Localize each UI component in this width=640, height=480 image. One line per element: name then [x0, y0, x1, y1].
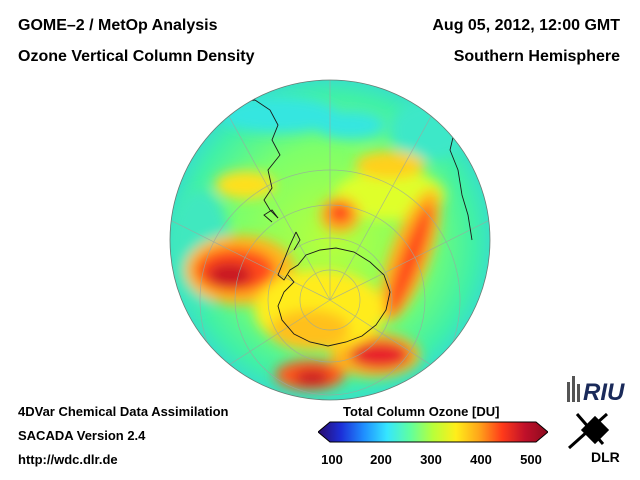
- colorbar-tick-100: 100: [321, 452, 343, 467]
- riu-logo: RIU: [567, 376, 625, 406]
- riu-logo-text: RIU: [583, 379, 625, 406]
- dlr-logo: DLR: [567, 412, 620, 465]
- footer-method: 4DVar Chemical Data Assimilation: [18, 404, 229, 419]
- colorbar-tick-500: 500: [520, 452, 542, 467]
- footer-version: SACADA Version 2.4: [18, 428, 146, 443]
- ozone-globe-map: [169, 79, 491, 401]
- title-line-1: GOME–2 / MetOp Analysis: [18, 17, 218, 34]
- title-line-2: Ozone Vertical Column Density: [18, 48, 255, 65]
- colorbar-tick-400: 400: [470, 452, 492, 467]
- hemisphere-label: Southern Hemisphere: [453, 48, 620, 65]
- dlr-logo-text: DLR: [591, 449, 620, 465]
- colorbar-tick-300: 300: [420, 452, 442, 467]
- colorbar-tick-200: 200: [370, 452, 392, 467]
- footer-url: http://wdc.dlr.de: [18, 452, 118, 467]
- datetime-label: Aug 05, 2012, 12:00 GMT: [432, 17, 620, 34]
- colorbar: [318, 421, 548, 443]
- colorbar-title: Total Column Ozone [DU]: [343, 404, 500, 419]
